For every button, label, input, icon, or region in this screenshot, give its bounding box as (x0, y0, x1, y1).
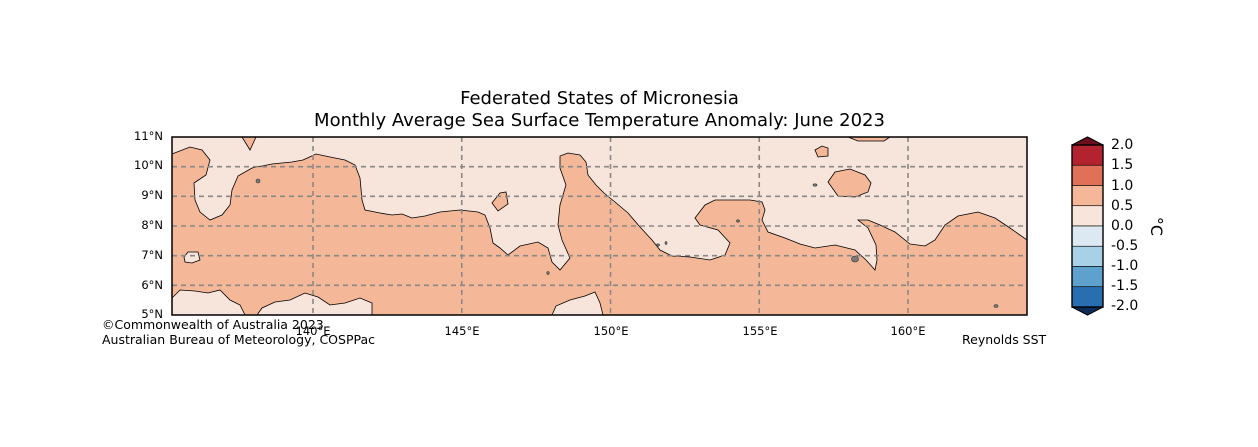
anomaly-region-low (256, 292, 373, 316)
island-group (255, 178, 999, 308)
anomaly-region-low (183, 251, 201, 264)
island (656, 243, 660, 247)
colorbar-tick-label: 2.0 (1111, 137, 1134, 153)
colorbar-tick-label: -1.5 (1111, 278, 1139, 294)
anomaly-region-warm (827, 168, 872, 198)
colorbar-segment (1071, 144, 1104, 166)
colorbar-segment (1071, 245, 1104, 267)
colorbar-segment (1071, 266, 1104, 288)
lat-label: 9°N (141, 188, 163, 202)
island (993, 304, 999, 308)
map-title-line2: Monthly Average Sea Surface Temperature … (314, 110, 885, 131)
island (736, 219, 740, 223)
colorbar-segment (1071, 205, 1104, 227)
colorbar-tick-label: 1.5 (1111, 157, 1134, 173)
island (255, 178, 261, 184)
colorbar-segment (1071, 225, 1104, 247)
island (546, 271, 550, 275)
lat-label: 8°N (141, 218, 163, 232)
colorbar-tick-label: -0.5 (1111, 238, 1139, 254)
lat-label: 10°N (134, 158, 163, 172)
colorbar-unit-label: °C (1147, 216, 1167, 237)
colorbar (1071, 136, 1104, 316)
agency-text: Australian Bureau of Meteorology, COSPPa… (102, 332, 375, 347)
lat-label: 11°N (134, 129, 163, 143)
copyright-text: ©Commonwealth of Australia 2023 (102, 317, 324, 332)
colorbar-segment (1071, 164, 1104, 186)
colorbar-frame (1071, 144, 1104, 308)
colorbar-tick-label: 0.0 (1111, 218, 1134, 234)
anomaly-region-warm (491, 191, 509, 212)
anomaly-region-warm (814, 145, 829, 158)
lon-label: 155°E (742, 324, 778, 338)
map-panel (171, 136, 1028, 316)
colorbar-tick-label: -2.0 (1111, 298, 1139, 314)
lat-label: 5°N (141, 307, 163, 321)
lat-label: 7°N (141, 248, 163, 262)
graticule (172, 137, 1027, 315)
lon-label: 145°E (444, 324, 480, 338)
colorbar-tick-label: -1.0 (1111, 258, 1139, 274)
colorbar-over-arrow (1071, 136, 1104, 146)
island (664, 241, 668, 245)
anomaly-region-low (171, 289, 246, 316)
anomaly-region-low (171, 136, 1028, 271)
lon-label: 140°E (295, 324, 331, 338)
lon-label: 150°E (593, 324, 629, 338)
anomaly-region-low (551, 291, 604, 316)
colorbar-tick-label: 0.5 (1111, 198, 1134, 214)
map-title-line1: Federated States of Micronesia (460, 88, 739, 109)
colorbar-segment (1071, 286, 1104, 308)
map-frame (171, 136, 1028, 316)
colorbar-tick-label: 1.0 (1111, 178, 1134, 194)
colorbar-under-arrow (1071, 306, 1104, 316)
island (812, 183, 818, 187)
lat-label: 6°N (141, 278, 163, 292)
colorbar-segment (1071, 185, 1104, 207)
lon-label: 160°E (890, 324, 926, 338)
island (851, 255, 859, 263)
data-source-text: Reynolds SST (962, 332, 1047, 347)
